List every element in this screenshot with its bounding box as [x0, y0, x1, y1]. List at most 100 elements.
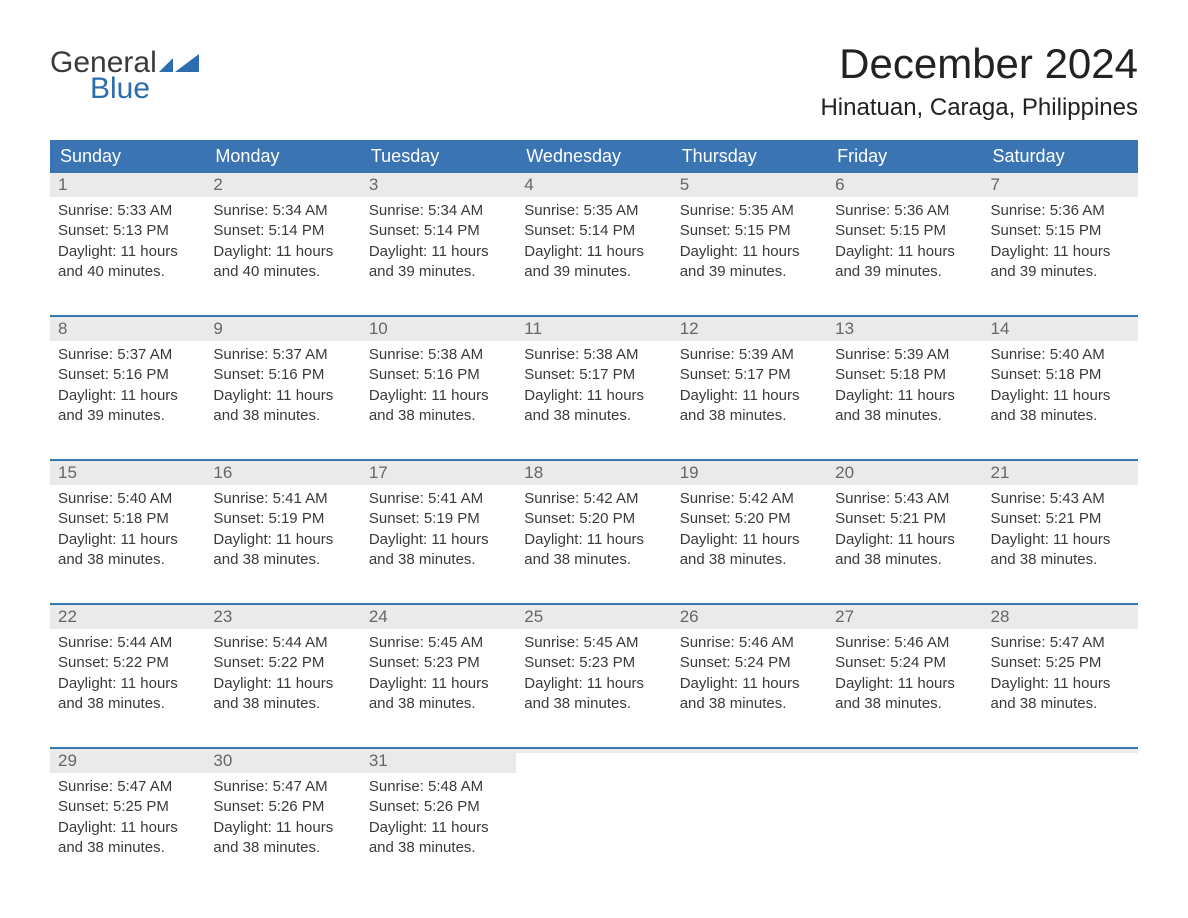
weekday-header: Sunday — [50, 140, 205, 173]
day-details: Sunrise: 5:47 AMSunset: 5:25 PMDaylight:… — [50, 773, 205, 866]
day-number: 14 — [991, 319, 1010, 338]
day-details: Sunrise: 5:46 AMSunset: 5:24 PMDaylight:… — [827, 629, 982, 722]
calendar-day: 1 Sunrise: 5:33 AMSunset: 5:13 PMDaylight… — [50, 173, 205, 297]
day-details: Sunrise: 5:35 AMSunset: 5:15 PMDaylight:… — [672, 197, 827, 290]
day-number: 16 — [213, 463, 232, 482]
calendar-week: 29 Sunrise: 5:47 AMSunset: 5:25 PMDayligh… — [50, 747, 1138, 873]
day-details: Sunrise: 5:36 AMSunset: 5:15 PMDaylight:… — [827, 197, 982, 290]
day-details: Sunrise: 5:43 AMSunset: 5:21 PMDaylight:… — [983, 485, 1138, 578]
day-number: 10 — [369, 319, 388, 338]
day-number: 6 — [835, 175, 844, 194]
day-details: Sunrise: 5:47 AMSunset: 5:26 PMDaylight:… — [205, 773, 360, 866]
day-details: Sunrise: 5:41 AMSunset: 5:19 PMDaylight:… — [361, 485, 516, 578]
day-number: 3 — [369, 175, 378, 194]
day-details: Sunrise: 5:36 AMSunset: 5:15 PMDaylight:… — [983, 197, 1138, 290]
calendar-day — [983, 749, 1138, 873]
calendar-day: 19 Sunrise: 5:42 AMSunset: 5:20 PMDayligh… — [672, 461, 827, 585]
day-number: 23 — [213, 607, 232, 626]
day-number: 13 — [835, 319, 854, 338]
day-number: 21 — [991, 463, 1010, 482]
day-details: Sunrise: 5:43 AMSunset: 5:21 PMDaylight:… — [827, 485, 982, 578]
day-number: 18 — [524, 463, 543, 482]
weekday-header: Thursday — [672, 140, 827, 173]
calendar-day: 31 Sunrise: 5:48 AMSunset: 5:26 PMDayligh… — [361, 749, 516, 873]
day-details: Sunrise: 5:48 AMSunset: 5:26 PMDaylight:… — [361, 773, 516, 866]
day-number: 17 — [369, 463, 388, 482]
day-number: 28 — [991, 607, 1010, 626]
day-details: Sunrise: 5:40 AMSunset: 5:18 PMDaylight:… — [50, 485, 205, 578]
day-details: Sunrise: 5:37 AMSunset: 5:16 PMDaylight:… — [205, 341, 360, 434]
weekday-header: Saturday — [983, 140, 1138, 173]
weekday-header: Tuesday — [361, 140, 516, 173]
calendar: SundayMondayTuesdayWednesdayThursdayFrid… — [50, 140, 1138, 873]
calendar-week: 1 Sunrise: 5:33 AMSunset: 5:13 PMDaylight… — [50, 173, 1138, 297]
calendar-day: 13 Sunrise: 5:39 AMSunset: 5:18 PMDayligh… — [827, 317, 982, 441]
day-details: Sunrise: 5:39 AMSunset: 5:17 PMDaylight:… — [672, 341, 827, 434]
calendar-day: 30 Sunrise: 5:47 AMSunset: 5:26 PMDayligh… — [205, 749, 360, 873]
day-details: Sunrise: 5:37 AMSunset: 5:16 PMDaylight:… — [50, 341, 205, 434]
day-number: 1 — [58, 175, 67, 194]
logo-flag-icon — [159, 54, 199, 74]
day-number: 7 — [991, 175, 1000, 194]
day-number: 30 — [213, 751, 232, 770]
title-block: December 2024 Hinatuan, Caraga, Philippi… — [820, 40, 1138, 122]
calendar-day: 23Sunrise: 5:44 AMSunset: 5:22 PMDayligh… — [205, 605, 360, 729]
day-details: Sunrise: 5:38 AMSunset: 5:17 PMDaylight:… — [516, 341, 671, 434]
calendar-day: 20 Sunrise: 5:43 AMSunset: 5:21 PMDayligh… — [827, 461, 982, 585]
day-number: 19 — [680, 463, 699, 482]
day-number: 4 — [524, 175, 533, 194]
day-number: 31 — [369, 751, 388, 770]
calendar-day: 25 Sunrise: 5:45 AMSunset: 5:23 PMDayligh… — [516, 605, 671, 729]
day-number: 12 — [680, 319, 699, 338]
day-details: Sunrise: 5:47 AMSunset: 5:25 PMDaylight:… — [983, 629, 1138, 722]
calendar-day — [827, 749, 982, 873]
calendar-day: 27Sunrise: 5:46 AMSunset: 5:24 PMDayligh… — [827, 605, 982, 729]
day-number: 9 — [213, 319, 222, 338]
calendar-week: 8 Sunrise: 5:37 AMSunset: 5:16 PMDaylight… — [50, 315, 1138, 441]
day-number: 29 — [58, 751, 77, 770]
calendar-day: 16 Sunrise: 5:41 AMSunset: 5:19 PMDayligh… — [205, 461, 360, 585]
day-details: Sunrise: 5:39 AMSunset: 5:18 PMDaylight:… — [827, 341, 982, 434]
logo: General Blue — [50, 40, 199, 104]
logo-text-blue: Blue — [50, 74, 199, 104]
calendar-week: 22Sunrise: 5:44 AMSunset: 5:22 PMDayligh… — [50, 603, 1138, 729]
header: General Blue December 2024 Hinatuan, Car… — [50, 40, 1138, 122]
day-number: 11 — [524, 319, 542, 338]
calendar-day: 7 Sunrise: 5:36 AMSunset: 5:15 PMDaylight… — [983, 173, 1138, 297]
day-number: 8 — [58, 319, 67, 338]
day-number: 15 — [58, 463, 77, 482]
calendar-day — [672, 749, 827, 873]
day-number: 20 — [835, 463, 854, 482]
day-details: Sunrise: 5:42 AMSunset: 5:20 PMDaylight:… — [672, 485, 827, 578]
weekday-header: Monday — [205, 140, 360, 173]
calendar-day: 15 Sunrise: 5:40 AMSunset: 5:18 PMDayligh… — [50, 461, 205, 585]
calendar-day — [516, 749, 671, 873]
calendar-day: 17 Sunrise: 5:41 AMSunset: 5:19 PMDayligh… — [361, 461, 516, 585]
day-details: Sunrise: 5:42 AMSunset: 5:20 PMDaylight:… — [516, 485, 671, 578]
day-details: Sunrise: 5:34 AMSunset: 5:14 PMDaylight:… — [361, 197, 516, 290]
calendar-day: 21 Sunrise: 5:43 AMSunset: 5:21 PMDayligh… — [983, 461, 1138, 585]
calendar-day: 11 Sunrise: 5:38 AMSunset: 5:17 PMDayligh… — [516, 317, 671, 441]
day-details: Sunrise: 5:41 AMSunset: 5:19 PMDaylight:… — [205, 485, 360, 578]
calendar-day: 12 Sunrise: 5:39 AMSunset: 5:17 PMDayligh… — [672, 317, 827, 441]
calendar-day: 24 Sunrise: 5:45 AMSunset: 5:23 PMDayligh… — [361, 605, 516, 729]
day-details: Sunrise: 5:46 AMSunset: 5:24 PMDaylight:… — [672, 629, 827, 722]
weekday-header: Friday — [827, 140, 982, 173]
day-details: Sunrise: 5:45 AMSunset: 5:23 PMDaylight:… — [361, 629, 516, 722]
day-details: Sunrise: 5:38 AMSunset: 5:16 PMDaylight:… — [361, 341, 516, 434]
calendar-day: 6 Sunrise: 5:36 AMSunset: 5:15 PMDaylight… — [827, 173, 982, 297]
calendar-day: 28 Sunrise: 5:47 AMSunset: 5:25 PMDayligh… — [983, 605, 1138, 729]
calendar-day: 29 Sunrise: 5:47 AMSunset: 5:25 PMDayligh… — [50, 749, 205, 873]
day-details: Sunrise: 5:33 AMSunset: 5:13 PMDaylight:… — [50, 197, 205, 290]
day-details: Sunrise: 5:44 AMSunset: 5:22 PMDaylight:… — [50, 629, 205, 722]
day-number: 2 — [213, 175, 222, 194]
calendar-day: 10 Sunrise: 5:38 AMSunset: 5:16 PMDayligh… — [361, 317, 516, 441]
day-details: Sunrise: 5:45 AMSunset: 5:23 PMDaylight:… — [516, 629, 671, 722]
calendar-day: 9 Sunrise: 5:37 AMSunset: 5:16 PMDaylight… — [205, 317, 360, 441]
calendar-day: 22Sunrise: 5:44 AMSunset: 5:22 PMDayligh… — [50, 605, 205, 729]
day-number: 25 — [524, 607, 543, 626]
calendar-week: 15 Sunrise: 5:40 AMSunset: 5:18 PMDayligh… — [50, 459, 1138, 585]
day-details: Sunrise: 5:34 AMSunset: 5:14 PMDaylight:… — [205, 197, 360, 290]
day-details: Sunrise: 5:40 AMSunset: 5:18 PMDaylight:… — [983, 341, 1138, 434]
day-number: 24 — [369, 607, 388, 626]
